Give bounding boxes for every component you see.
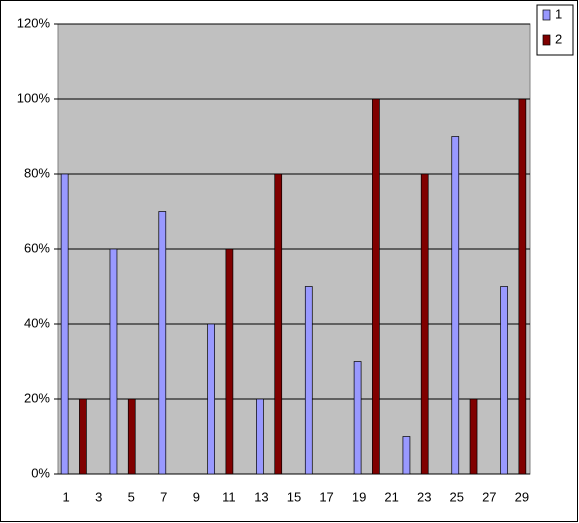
bar <box>60 173 69 475</box>
x-tick-label: 25 <box>450 489 464 504</box>
bar <box>127 398 136 475</box>
x-tick-label: 7 <box>160 489 167 504</box>
bar <box>225 248 234 475</box>
bar <box>372 98 380 475</box>
y-tick-label: 80% <box>24 165 50 180</box>
x-tick-label: 15 <box>287 489 301 504</box>
bar <box>451 136 460 475</box>
legend-swatch <box>542 34 551 46</box>
x-tick-label: 23 <box>417 489 431 504</box>
y-tick-label: 0% <box>31 465 50 480</box>
bar <box>518 98 527 475</box>
bar <box>304 286 313 475</box>
legend-swatch <box>542 9 551 21</box>
x-tick-label: 19 <box>352 489 366 504</box>
x-tick-label: 29 <box>515 489 529 504</box>
x-tick-label: 13 <box>254 489 268 504</box>
bar <box>109 248 118 475</box>
x-tick-label: 11 <box>222 489 236 504</box>
bar <box>79 398 87 475</box>
legend-label: 2 <box>555 31 562 46</box>
bar <box>469 398 478 475</box>
bar <box>274 173 283 475</box>
x-tick-label: 27 <box>482 489 496 504</box>
y-tick-label: 40% <box>24 315 50 330</box>
x-tick-label: 17 <box>319 489 333 504</box>
x-tick-label: 21 <box>384 489 398 504</box>
x-tick-label: 5 <box>128 489 135 504</box>
x-tick-label: 3 <box>95 489 102 504</box>
y-tick-label: 120% <box>17 15 51 30</box>
bar <box>256 398 264 475</box>
legend-label: 1 <box>555 6 562 21</box>
y-tick-label: 60% <box>24 240 50 255</box>
y-tick-label: 20% <box>24 390 50 405</box>
bar <box>207 323 215 475</box>
x-tick-label: 9 <box>193 489 200 504</box>
bar <box>402 436 411 475</box>
bar <box>158 211 167 475</box>
y-tick-label: 100% <box>17 90 51 105</box>
bar <box>500 286 508 475</box>
bar <box>353 361 362 475</box>
x-tick-label: 1 <box>63 489 70 504</box>
bar <box>420 173 429 475</box>
